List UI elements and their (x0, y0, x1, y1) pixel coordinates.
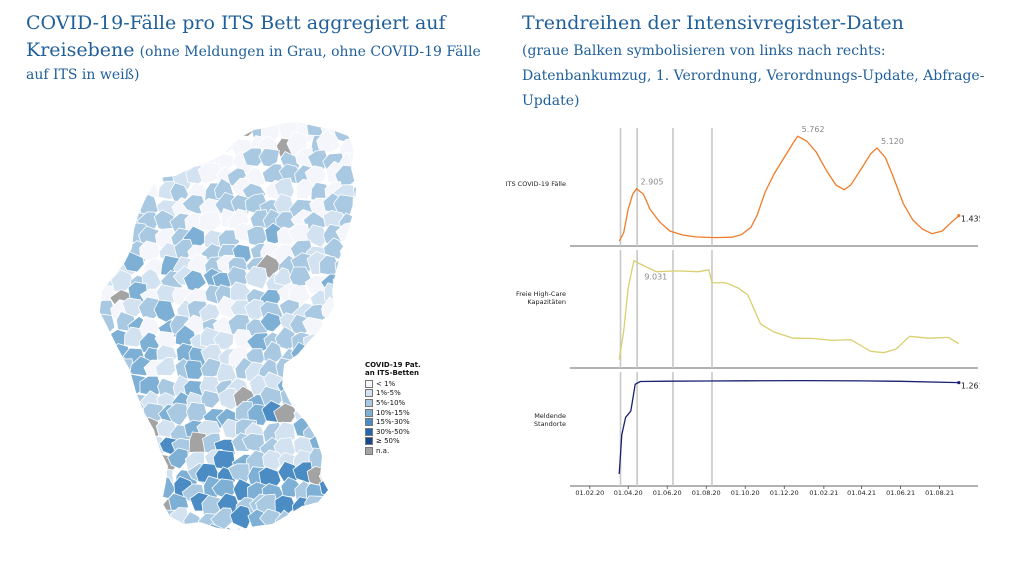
legend-label: < 1% (376, 379, 396, 388)
germany-choropleth-map (96, 120, 396, 540)
series-label: Freie High-Care (516, 290, 566, 298)
trend-title-note: (graue Balken symbolisieren von links na… (522, 43, 985, 109)
legend-swatch (365, 437, 373, 446)
x-tick-label: 01.04.20 (614, 489, 643, 497)
district-cell (316, 129, 341, 153)
district-cell (295, 178, 317, 200)
series-line (618, 259, 960, 360)
legend-item: 5%-10% (365, 398, 421, 408)
trend-title-main: Trendreihen der Intensivregister-Daten (522, 12, 904, 34)
series-label: Meldende (534, 412, 566, 420)
legend-item: < 1% (365, 379, 421, 389)
map-title-main: COVID-19-Fälle pro ITS Bett aggregiert a… (26, 12, 446, 61)
x-tick-label: 01.08.20 (692, 489, 721, 497)
map-legend: COVID-19 Pat. an ITS-Betten < 1% 1%-5% 5%-… (365, 361, 421, 456)
x-tick-label: 01.02.20 (575, 489, 604, 497)
district-cell (292, 461, 314, 484)
legend-label: 30%-50% (376, 427, 410, 436)
legend-label: 10%-15% (376, 408, 410, 417)
x-tick-label: 01.12.20 (770, 489, 799, 497)
district-cell (197, 161, 223, 185)
x-tick-label: 01.04.21 (847, 489, 876, 497)
map-title-note: (ohne Meldungen in Grau, ohne COVID-19 F… (26, 44, 481, 83)
district-cell (121, 297, 147, 318)
legend-swatch (365, 427, 373, 436)
series-end-point (957, 214, 961, 218)
legend-swatch (365, 389, 373, 398)
legend-swatch (365, 446, 373, 455)
legend-item: n.a. (365, 446, 421, 456)
x-axis: 01.02.20 01.04.20 01.06.20 01.08.20 01.10.20… (575, 486, 954, 497)
trend-chart: ITS COVID-19 Fälle 2.905 5.762 5.120 1.435 Fr… (506, 125, 980, 497)
data-label: 9.031 (644, 272, 667, 281)
legend-swatch (365, 398, 373, 407)
data-label: 5.120 (881, 137, 904, 146)
district-cell (184, 359, 205, 380)
series-label: Standorte (534, 420, 566, 428)
legend-label: 5%-10% (376, 398, 406, 407)
trend-title: Trendreihen der Intensivregister-Daten (… (522, 10, 992, 114)
district-cell (323, 237, 347, 260)
district-cell (155, 357, 177, 377)
series-end-point (957, 381, 961, 385)
legend-item: 1%-5% (365, 389, 421, 399)
data-label: 1.261 (961, 382, 980, 391)
district-cell (353, 181, 356, 205)
district-cell (242, 147, 264, 167)
legend-item: 10%-15% (365, 408, 421, 418)
legend-label: 15%-30% (376, 418, 410, 427)
event-markers (619, 128, 713, 486)
legend-label: 1%-5% (376, 389, 401, 398)
district-cell (217, 387, 241, 411)
legend-title-line-2: an ITS-Betten (365, 369, 419, 377)
legend-item: ≥ 50% (365, 437, 421, 447)
data-label: 1.435 (961, 215, 980, 224)
legend-swatch (365, 418, 373, 427)
district-cell (259, 311, 283, 333)
x-tick-label: 01.06.20 (653, 489, 682, 497)
series-label: ITS COVID-19 Fälle (506, 180, 566, 188)
x-tick-label: 01.10.20 (731, 489, 760, 497)
series-line (618, 379, 959, 475)
legend-swatch (365, 408, 373, 417)
legend-item: 15%-30% (365, 417, 421, 427)
x-tick-label: 01.06.21 (886, 489, 915, 497)
x-tick-label: 01.08.21 (925, 489, 954, 497)
district-cell (352, 138, 356, 160)
legend-title-line-1: COVID-19 Pat. (365, 361, 421, 369)
district-cell (167, 447, 189, 470)
data-label: 2.905 (641, 178, 664, 187)
legend-swatch (365, 379, 373, 388)
series-label: Kapazitäten (527, 298, 566, 306)
legend-label: ≥ 50% (376, 437, 400, 446)
data-label: 5.762 (802, 125, 825, 134)
district-cell (244, 265, 268, 290)
legend-item: 30%-50% (365, 427, 421, 437)
map-title: COVID-19-Fälle pro ITS Bett aggregiert a… (26, 10, 504, 86)
series-line (618, 135, 960, 242)
legend-label: n.a. (376, 446, 390, 455)
x-tick-label: 01.02.21 (809, 489, 838, 497)
